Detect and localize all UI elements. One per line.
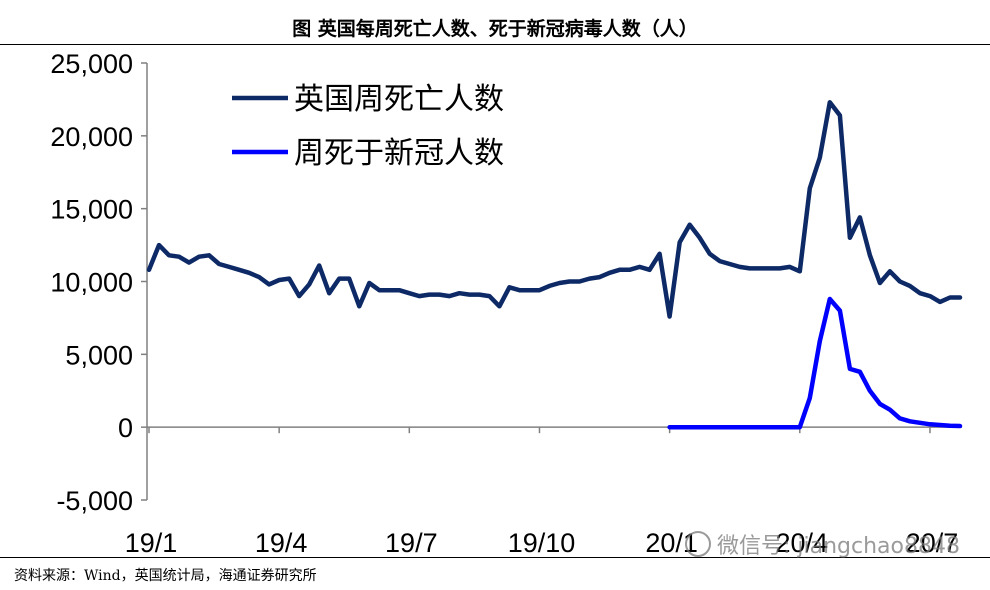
title-rule — [0, 44, 990, 45]
source-rule — [0, 557, 990, 558]
line-chart: -5,000 0 5,000 10,000 15,000 20,000 25,000 19/1… — [50, 49, 963, 558]
x-tick-label: 19/4 — [255, 528, 308, 558]
y-tick-label: 15,000 — [50, 195, 133, 225]
x-tick-label: 20/4 — [776, 528, 829, 558]
series-line-covid — [667, 296, 963, 430]
y-tick-label: 25,000 — [50, 49, 133, 79]
y-tick-label: 20,000 — [50, 122, 133, 152]
x-tick-label: 19/1 — [125, 528, 178, 558]
x-tick-label: 19/10 — [508, 528, 576, 558]
wechat-watermark: 微信号: jiangchao8848 — [685, 528, 960, 560]
y-tick-label: 5,000 — [65, 340, 133, 370]
legend-label: 英国周死亡人数 — [294, 82, 504, 117]
chart-title: 图 英国每周死亡人数、死于新冠病毒人数（人） — [292, 18, 698, 40]
legend-label: 周死于新冠人数 — [294, 136, 504, 171]
source-note: 资料来源：Wind，英国统计局，海通证券研究所 — [14, 568, 317, 584]
x-tick-label: 19/7 — [385, 528, 438, 558]
wechat-icon — [685, 531, 711, 557]
y-tick-label: 10,000 — [50, 268, 133, 298]
x-tick-label: 20/7 — [906, 528, 959, 558]
series-line-uk-total — [146, 100, 963, 319]
y-tick-label: 0 — [118, 413, 133, 443]
y-tick-label: -5,000 — [56, 486, 133, 516]
watermark-text: 微信号: jiangchao8848 — [717, 534, 960, 559]
